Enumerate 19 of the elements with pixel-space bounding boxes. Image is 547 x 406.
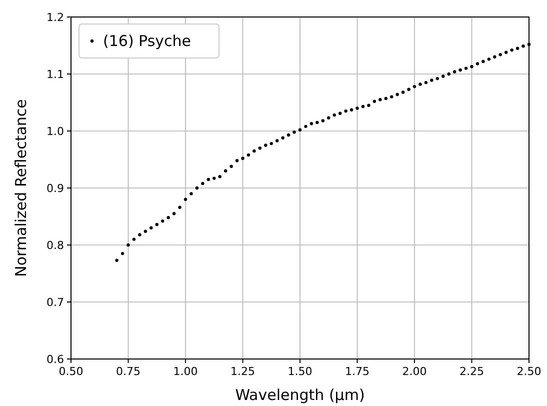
y-tick-label: 0.9	[46, 182, 64, 195]
x-tick-label: 2.50	[516, 365, 542, 378]
x-tick-label: 1.00	[173, 365, 198, 378]
x-tick-label: 1.25	[230, 365, 255, 378]
y-tick-label: 1.0	[46, 125, 64, 138]
y-axis-title: Normalized Reflectance	[12, 99, 30, 277]
y-tick-label: 0.8	[46, 239, 64, 252]
x-axis-title: Wavelength (μm)	[235, 386, 365, 404]
y-tick-label: 0.7	[46, 296, 64, 309]
y-tick-label: 1.2	[46, 11, 64, 24]
x-tick-label: 2.25	[460, 365, 484, 378]
y-tick-label: 1.1	[46, 68, 64, 81]
x-tick-label: 1.50	[288, 365, 312, 378]
y-tick-label: 0.6	[46, 353, 64, 366]
legend-label: (16) Psyche	[103, 32, 192, 50]
x-tick-label: 1.75	[345, 365, 370, 378]
x-tick-label: 0.75	[116, 365, 140, 378]
x-tick-label: 2.00	[402, 365, 427, 378]
x-tick-label: 0.50	[58, 365, 84, 378]
